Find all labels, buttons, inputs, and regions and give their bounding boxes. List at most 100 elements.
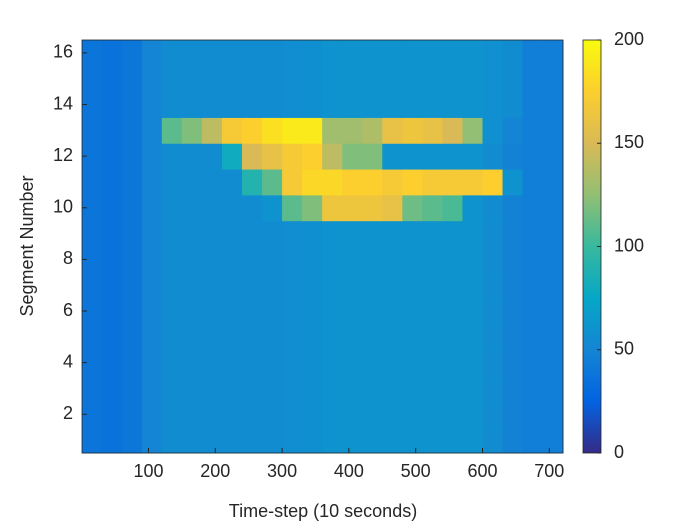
heatmap-cell <box>422 375 443 402</box>
heatmap-cell <box>542 246 564 273</box>
heatmap-cell <box>101 220 123 247</box>
heatmap-cell <box>442 298 463 325</box>
heatmap-cell <box>422 272 443 299</box>
heatmap-cell <box>82 91 103 118</box>
heatmap-cell <box>342 298 363 325</box>
heatmap-cell <box>82 375 103 402</box>
heatmap-cell <box>382 323 403 351</box>
heatmap-cell <box>221 91 243 118</box>
heatmap-cell <box>201 117 223 144</box>
heatmap-cell <box>121 65 143 93</box>
heatmap-cell <box>322 349 343 377</box>
heatmap-cell <box>161 143 183 170</box>
heatmap-cell <box>241 40 263 67</box>
heatmap-cell <box>502 349 524 377</box>
heatmap-cell <box>322 169 343 196</box>
y-tick-label: 16 <box>53 42 73 62</box>
heatmap-cell <box>342 91 363 118</box>
heatmap-cell <box>282 323 303 351</box>
heatmap-cell <box>302 169 323 196</box>
heatmap-cell <box>502 298 524 325</box>
heatmap-cell <box>201 272 223 299</box>
heatmap-cell <box>101 40 123 67</box>
heatmap-cell <box>442 91 463 118</box>
heatmap-cell <box>342 40 363 67</box>
heatmap-cell <box>181 375 203 402</box>
heatmap-cell <box>141 91 163 118</box>
heatmap-cell <box>221 220 243 247</box>
heatmap-cell <box>101 375 123 402</box>
heatmap-cell <box>161 375 183 402</box>
heatmap-cell <box>382 91 403 118</box>
heatmap-cell <box>241 143 263 170</box>
heatmap-cell <box>302 40 323 67</box>
heatmap-cell <box>362 91 383 118</box>
heatmap-cell <box>101 401 123 428</box>
heatmap-cell <box>121 143 143 170</box>
heatmap-cell <box>201 143 223 170</box>
heatmap-cell <box>262 40 283 67</box>
heatmap-cell <box>101 246 123 273</box>
heatmap-cell <box>442 117 463 144</box>
heatmap-cell <box>221 272 243 299</box>
heatmap-cell <box>181 91 203 118</box>
heatmap-cell <box>362 401 383 428</box>
y-tick-label: 4 <box>63 351 73 371</box>
heatmap-cell <box>141 272 163 299</box>
heatmap-cell <box>522 401 544 428</box>
heatmap-cell <box>221 246 243 273</box>
heatmap-cell <box>462 65 483 93</box>
heatmap-cell <box>542 349 564 377</box>
heatmap-cell <box>201 401 223 428</box>
heatmap-cell <box>262 91 283 118</box>
heatmap-cell <box>522 375 544 402</box>
heatmap-cell <box>82 246 103 273</box>
heatmap-cell <box>181 323 203 351</box>
heatmap-cell <box>101 117 123 144</box>
heatmap-cell <box>342 427 363 454</box>
heatmap <box>82 40 564 454</box>
heatmap-cell <box>241 349 263 377</box>
heatmap-cell <box>221 298 243 325</box>
heatmap-cell <box>402 169 423 196</box>
heatmap-cell <box>121 194 143 222</box>
x-tick-label: 300 <box>267 461 297 481</box>
heatmap-cell <box>221 349 243 377</box>
heatmap-cell <box>82 298 103 325</box>
heatmap-cell <box>121 375 143 402</box>
heatmap-cell <box>101 298 123 325</box>
x-tick-label: 600 <box>467 461 497 481</box>
heatmap-cell <box>302 323 323 351</box>
y-tick-label: 14 <box>53 93 73 113</box>
heatmap-cell <box>82 117 103 144</box>
heatmap-cell <box>241 427 263 454</box>
heatmap-cell <box>422 349 443 377</box>
heatmap-cell <box>322 401 343 428</box>
heatmap-cell <box>362 169 383 196</box>
heatmap-cell <box>462 323 483 351</box>
heatmap-cell <box>201 40 223 67</box>
heatmap-cell <box>141 40 163 67</box>
heatmap-cell <box>221 117 243 144</box>
heatmap-cell <box>262 323 283 351</box>
heatmap-cell <box>221 194 243 222</box>
heatmap-cell <box>282 375 303 402</box>
heatmap-cell <box>382 117 403 144</box>
heatmap-cell <box>402 40 423 67</box>
heatmap-cell <box>362 272 383 299</box>
heatmap-cell <box>462 143 483 170</box>
heatmap-cell <box>322 375 343 402</box>
heatmap-cell <box>201 194 223 222</box>
heatmap-cell <box>382 401 403 428</box>
heatmap-cell <box>462 298 483 325</box>
heatmap-cell <box>221 169 243 196</box>
heatmap-cell <box>422 91 443 118</box>
heatmap-cell <box>262 375 283 402</box>
heatmap-cell <box>121 349 143 377</box>
heatmap-cell <box>161 194 183 222</box>
heatmap-cell <box>141 117 163 144</box>
heatmap-cell <box>342 323 363 351</box>
heatmap-cell <box>141 246 163 273</box>
heatmap-cell <box>402 143 423 170</box>
